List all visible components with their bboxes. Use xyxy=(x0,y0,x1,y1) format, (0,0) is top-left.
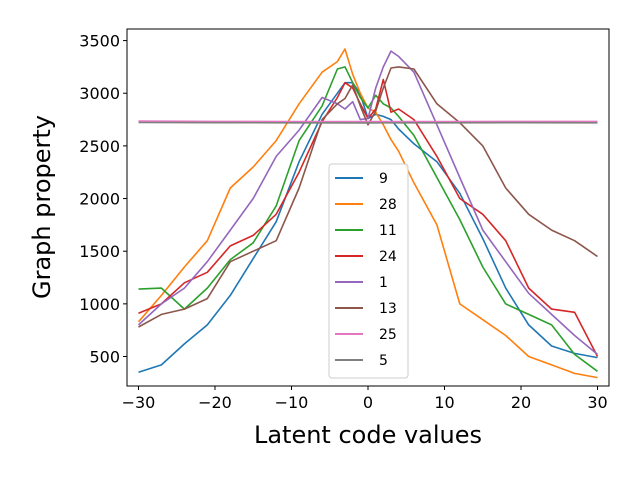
legend-box xyxy=(328,163,409,379)
series-line-25 xyxy=(138,120,598,123)
x-axis-label: Latent code values xyxy=(254,421,482,449)
legend-label-11: 11 xyxy=(379,223,397,239)
x-tick-label: −20 xyxy=(198,393,232,412)
y-tick-label: 1500 xyxy=(79,242,120,261)
y-tick-label: 500 xyxy=(89,348,120,367)
x-tick-label: −10 xyxy=(275,393,309,412)
x-tick-label: 0 xyxy=(363,393,373,412)
legend-label-9: 9 xyxy=(379,171,388,187)
legend-label-5: 5 xyxy=(379,353,388,369)
series-line-11 xyxy=(138,66,598,372)
x-tick-label: 30 xyxy=(587,393,607,412)
x-tick-label: 20 xyxy=(511,393,531,412)
legend-label-13: 13 xyxy=(379,301,397,317)
series-layer xyxy=(137,48,599,379)
series-line-13 xyxy=(138,66,598,328)
legend-label-28: 28 xyxy=(379,197,397,213)
legend-label-24: 24 xyxy=(379,249,397,265)
y-tick-label: 2000 xyxy=(79,190,120,209)
legend: 9 28 11 24 1 13 25 5 xyxy=(328,163,409,379)
x-tick-label: −30 xyxy=(122,393,156,412)
series-line-1 xyxy=(137,50,599,356)
y-axis-label: Graph property xyxy=(28,115,56,299)
y-axis: 500 1000 1500 2000 2500 3000 3500 xyxy=(79,32,127,367)
y-tick-label: 3000 xyxy=(79,84,120,103)
x-tick-label: 10 xyxy=(434,393,454,412)
y-tick-label: 2500 xyxy=(79,137,120,156)
y-tick-label: 1000 xyxy=(79,295,120,314)
legend-label-1: 1 xyxy=(379,275,388,291)
x-axis: −30 −20 −10 0 10 20 30 xyxy=(122,386,608,412)
y-tick-label: 3500 xyxy=(79,32,120,51)
legend-label-25: 25 xyxy=(379,327,397,343)
